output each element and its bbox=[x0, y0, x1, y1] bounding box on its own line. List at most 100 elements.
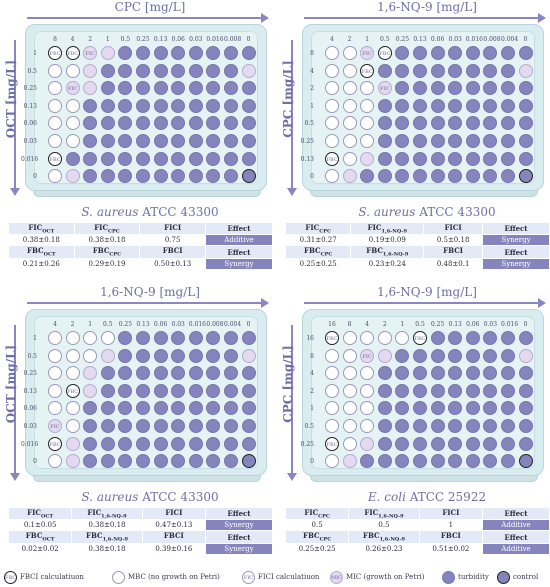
turbidity-well bbox=[153, 419, 168, 433]
column-label: 8 bbox=[347, 321, 352, 328]
turbidity-well bbox=[171, 116, 186, 131]
table-row: FBCOCT FBCCPC FBCI Effect bbox=[9, 246, 272, 258]
turbidity-well bbox=[413, 419, 427, 433]
top-axis-arrow bbox=[27, 298, 269, 308]
row-label: 8 bbox=[310, 50, 314, 57]
turbidity-well bbox=[518, 46, 533, 60]
column-label: 0 bbox=[523, 321, 528, 328]
turbidity-well bbox=[171, 436, 186, 451]
table-row: 0.31±0.27 0.19±0.09 0.5±0.18 Synergy bbox=[286, 235, 549, 246]
turbidity-well bbox=[224, 454, 238, 469]
turbidity-well bbox=[518, 366, 533, 381]
column-label: 0.06 bbox=[430, 36, 445, 43]
column-label: 2 bbox=[382, 321, 387, 328]
table-header-cell: FBCI bbox=[142, 531, 205, 543]
turbidity-well bbox=[465, 436, 480, 451]
turbidity-well bbox=[171, 151, 186, 166]
column-label: 0.5 bbox=[103, 321, 113, 328]
table-value-cell: 0.38±0.18 bbox=[72, 543, 142, 554]
turbidity-well bbox=[465, 169, 480, 184]
table-value-cell: 0.25±0.25 bbox=[286, 543, 349, 554]
side-axis-title: CPC [mg/L] bbox=[281, 60, 295, 138]
turbidity-well bbox=[206, 348, 221, 363]
turbidity-well bbox=[430, 331, 445, 345]
turbidity-well bbox=[206, 63, 221, 78]
turbidity-well bbox=[206, 419, 221, 433]
turbidity-well bbox=[465, 454, 480, 469]
row-label: 16 bbox=[306, 335, 314, 342]
results-table: FICOCT FIC1,6-NQ-9 FICI Effect 0.1±0.05 0.38±… bbox=[8, 507, 273, 555]
turbidity-well bbox=[448, 81, 463, 96]
turbidity-well bbox=[465, 46, 480, 60]
turbidity-well bbox=[483, 436, 498, 451]
column-label: 1 bbox=[105, 36, 110, 43]
turbidity-well bbox=[465, 366, 480, 381]
turbidity-well bbox=[501, 331, 515, 345]
turbidity-well bbox=[377, 134, 392, 148]
table-header-cell: FBCOCT bbox=[9, 531, 72, 543]
mic-well bbox=[65, 454, 80, 469]
mbc-well bbox=[360, 401, 375, 416]
side-axis-arrow bbox=[287, 40, 297, 196]
turbidity-well bbox=[395, 383, 410, 398]
fic-well-icon: FIC bbox=[242, 570, 255, 584]
fbc-well: FBC bbox=[65, 383, 80, 398]
turbidity-well bbox=[430, 98, 445, 113]
turbidity-well bbox=[413, 151, 427, 166]
turbidity-well bbox=[483, 383, 498, 398]
turbidity-well bbox=[100, 366, 115, 381]
mbc-well bbox=[325, 134, 339, 148]
turbidity-well bbox=[188, 348, 203, 363]
table-value-cell: 0.26±0.23 bbox=[349, 543, 419, 554]
turbidity-well bbox=[501, 436, 515, 451]
turbidity-well bbox=[153, 454, 168, 469]
fbc-well: FBC bbox=[48, 151, 62, 166]
column-label: 0.25 bbox=[395, 36, 410, 43]
row-label: 0.03 bbox=[23, 423, 37, 430]
turbidity-well bbox=[430, 46, 445, 60]
effect-header-cell: Effect bbox=[206, 246, 272, 258]
turbidity-well bbox=[118, 454, 133, 469]
column-label: 0.016 bbox=[188, 321, 206, 328]
table-value-cell: 0.31±0.27 bbox=[286, 235, 351, 246]
effect-header-cell: Effect bbox=[206, 508, 272, 520]
fbc-well: FBC bbox=[65, 46, 80, 60]
top-axis-title: 1,6-NQ-9 [mg/L] bbox=[377, 0, 477, 14]
turbidity-well bbox=[430, 81, 445, 96]
turbidity-well bbox=[448, 436, 463, 451]
turbidity-well bbox=[206, 46, 221, 60]
mic-well bbox=[360, 436, 375, 451]
strain-code: ATCC 25922 bbox=[405, 490, 487, 504]
panel-oct-cpc-saureus: CPC [mg/L] OCT [mg/L] 8 4 2 1 0.5 0.25 0.13 0.06 0… bbox=[3, 0, 273, 285]
turbidity-well bbox=[224, 134, 238, 148]
turbidity-well bbox=[153, 98, 168, 113]
turbidity-well bbox=[395, 116, 410, 131]
turbidity-well bbox=[483, 169, 498, 184]
strain-title: S. aureus ATCC 43300 bbox=[304, 205, 550, 219]
turbidity-well bbox=[430, 63, 445, 78]
turbidity-well bbox=[483, 46, 498, 60]
turbidity-well bbox=[377, 454, 392, 469]
turbidity-well bbox=[206, 98, 221, 113]
turbidity-well bbox=[377, 169, 392, 184]
turbidity-well bbox=[501, 383, 515, 398]
turbidity-well bbox=[118, 436, 133, 451]
legend-fic-label: FICI calculatiuon bbox=[258, 573, 320, 581]
row-label: 0.5 bbox=[304, 120, 314, 128]
effect-value-cell: Synergy bbox=[483, 235, 549, 246]
table-header-cell: FIC1,6-NQ-9 bbox=[351, 223, 424, 235]
mbc-well bbox=[325, 454, 339, 469]
turbidity-well bbox=[100, 116, 115, 131]
turbidity-well bbox=[483, 81, 498, 96]
table-row: FICCPC FIC1,6-NQ-9 FICI Effect bbox=[286, 223, 549, 235]
mbc-well bbox=[65, 134, 80, 148]
effect-header-cell: Effect bbox=[206, 223, 272, 235]
turbidity-well bbox=[224, 46, 238, 60]
turbidity-well bbox=[83, 436, 98, 451]
table-row: 0.25±0.25 0.26±0.23 0.51±0.02 Additive bbox=[286, 543, 549, 554]
table-header-cell: FBC1,6-NQ-9 bbox=[72, 531, 142, 543]
turbidity-well bbox=[395, 366, 410, 381]
table-header-cell: FBCI bbox=[424, 246, 482, 258]
turbidity-well bbox=[483, 366, 498, 381]
turbidity-well bbox=[395, 169, 410, 184]
